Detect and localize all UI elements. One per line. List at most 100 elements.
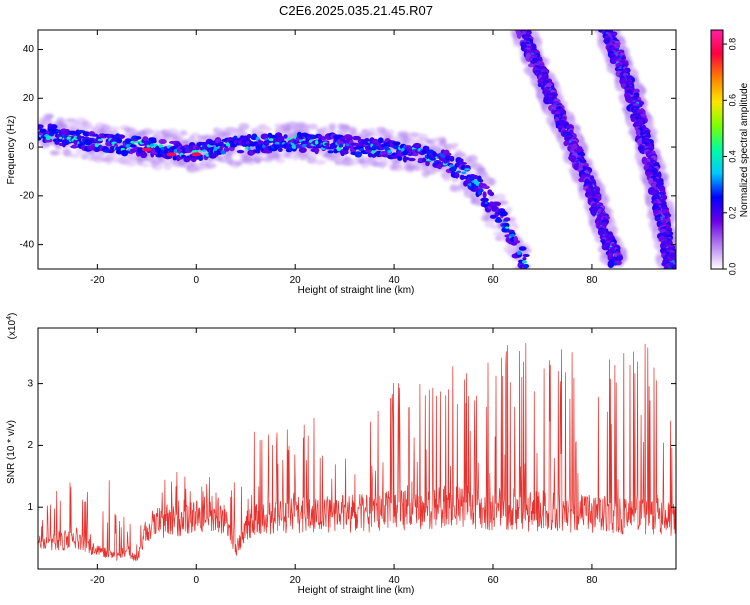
spectrogram-cell [109, 145, 116, 152]
snr-y-tick-label: 1 [27, 502, 33, 513]
spectrogram-cell [387, 149, 392, 154]
spectrogram-cell [482, 191, 487, 199]
spectrogram-cell [336, 146, 342, 152]
spectrogram-y-tick-label: 40 [23, 44, 35, 55]
spectrogram-cell [392, 144, 400, 150]
spectrogram-cell [464, 168, 471, 171]
spectrogram-cell [368, 127, 376, 134]
spectrogram-cell [521, 260, 527, 264]
spectrogram-x-tick-label: 0 [193, 275, 199, 286]
spectrogram-cell [419, 133, 429, 142]
spectrogram-cell [509, 233, 516, 237]
spectrogram-cell [609, 56, 618, 65]
spectrogram-cell [607, 260, 615, 269]
spectrogram-cell [591, 209, 597, 217]
spectrogram-cell [233, 135, 238, 140]
spectrogram-cell [135, 136, 142, 140]
spectrogram-cell [324, 142, 330, 146]
snr-x-tick-label: 0 [193, 575, 199, 586]
snr-x-tick-label: 80 [586, 575, 598, 586]
spectrogram-cell [66, 136, 72, 141]
spectrogram-cell [461, 171, 467, 175]
spectrogram-cell [91, 133, 99, 137]
spectrogram-cell [87, 150, 96, 157]
spectrogram-y-tick-label: 20 [23, 93, 35, 104]
spectrogram-cell [130, 140, 137, 144]
spectrogram-cell [158, 139, 167, 145]
spectrogram-cell [384, 129, 395, 137]
spectrogram-cell [141, 128, 154, 136]
spectrogram-frame [37, 29, 677, 270]
spectrogram-cell [69, 125, 76, 133]
spectrogram-cell [46, 113, 54, 119]
spectrogram-cell [251, 133, 257, 139]
snr-y-tick-label: 3 [27, 378, 33, 389]
snr-y-ticks: 1 2 3 [27, 378, 676, 513]
spectrogram-cell [221, 130, 232, 138]
spectrogram-cell [247, 147, 251, 151]
spectrogram-cell [578, 177, 586, 183]
spectrogram-cell [314, 159, 327, 165]
spectrogram-cell [278, 147, 283, 152]
snr-x-ticks: -20 0 20 40 60 80 [90, 328, 598, 586]
spectrogram-cell [283, 134, 288, 139]
snr-x-tick-label: 60 [487, 575, 499, 586]
spectrogram-cell [522, 257, 527, 261]
spectrogram-heatmap [38, 30, 676, 269]
colorbar-tick-label: 0.8 [727, 38, 737, 51]
spectrogram-cell [272, 154, 282, 159]
spectrogram-cell [668, 266, 672, 269]
spectrogram-cell [49, 124, 58, 130]
spectrogram-cell [125, 143, 131, 149]
spectrogram-cell [408, 157, 416, 162]
spectrogram-cell [121, 149, 129, 157]
spectrogram-cell [659, 216, 663, 220]
snr-x-tick-label: 20 [290, 575, 302, 586]
snr-plot-area [38, 328, 676, 569]
spectrogram-cell [354, 151, 363, 158]
spectrogram-cell [475, 181, 480, 186]
spectrogram-cell [59, 123, 69, 129]
spectrogram-cell [205, 162, 217, 169]
spectrogram-cell [515, 240, 520, 244]
spectrogram-cell [314, 147, 319, 155]
spectrogram-cell [479, 179, 484, 183]
spectrogram-cell [236, 149, 245, 154]
spectrogram-cell [492, 201, 502, 207]
spectrogram-peak [166, 152, 177, 157]
snr-panel: -20 0 20 40 60 80 1 2 3 Height of straight line… [6, 313, 677, 596]
snr-y-scale-label: (x104) [6, 313, 18, 340]
colorbar-tick-label: 0.0 [727, 263, 737, 276]
spectrogram-cell [273, 143, 281, 150]
spectrogram-cell [94, 147, 99, 152]
spectrogram-cell [484, 201, 488, 205]
spectrogram-cell [613, 262, 617, 266]
spectrogram-cell [617, 55, 621, 59]
spectrogram-cell [163, 162, 173, 171]
spectrogram-cell [103, 125, 112, 132]
spectrogram-cell [449, 155, 455, 162]
spectrogram-cell [379, 158, 390, 166]
spectrogram-cell [454, 171, 460, 179]
spectrogram-cell [97, 138, 103, 142]
spectrogram-panel: -20 0 20 40 60 80 -40 -20 0 20 40 Height of strai… [6, 29, 677, 296]
spectrogram-cell [256, 152, 263, 159]
figure-title: C2E6.2025.035.21.45.R07 [279, 3, 433, 18]
spectrogram-cell [512, 223, 519, 231]
spectrogram-cell [328, 123, 337, 130]
spectrogram-cell [50, 150, 61, 156]
snr-x-axis-label: Height of straight line (km) [298, 585, 415, 596]
snr-y-tick-label: 2 [27, 440, 33, 451]
spectrogram-cell [112, 155, 120, 164]
spectrogram-cell [504, 222, 510, 228]
spectrogram-cell [604, 39, 610, 45]
colorbar-tick-label: 0.6 [727, 94, 737, 107]
spectrogram-cell [478, 188, 484, 193]
spectrogram-cell [223, 147, 230, 152]
spectrogram-cell [274, 141, 280, 145]
spectrogram-cell [412, 151, 419, 157]
spectrogram-y-tick-label: -20 [20, 190, 35, 201]
spectrogram-cell [480, 197, 489, 203]
spectrogram-cell [377, 137, 384, 144]
